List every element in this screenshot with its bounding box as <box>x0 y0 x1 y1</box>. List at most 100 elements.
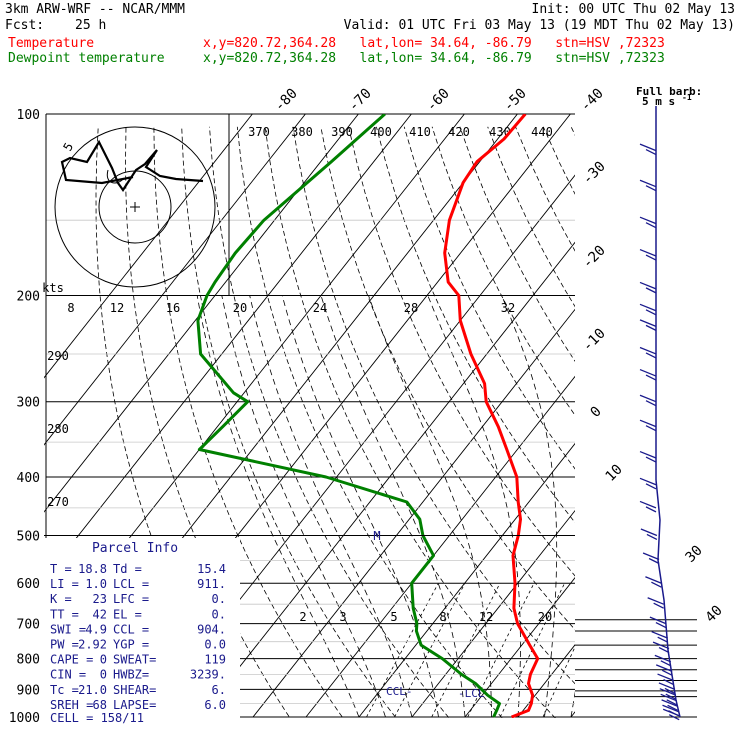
dry-adiabat-label: 440 <box>531 125 553 139</box>
isotherm-line <box>44 114 306 446</box>
parcel-key: EL = <box>113 607 142 621</box>
wind-barb <box>639 394 657 403</box>
parcel-value: 18.8 <box>78 562 107 576</box>
wind-speed-label: 8 <box>67 301 74 315</box>
mixing-ratio-label: 8 <box>439 610 446 624</box>
isotherm-label: 10 <box>603 462 626 485</box>
parcel-value: 15.4 <box>197 562 226 576</box>
parcel-value: 4.9 <box>85 622 107 636</box>
parcel-panel-bg <box>44 538 240 718</box>
wind-barb-flag <box>663 678 674 686</box>
dry-adiabat-line <box>515 126 575 252</box>
moist-adiabat-line <box>624 296 724 718</box>
wind-barb <box>639 143 657 152</box>
wind-barb-flag <box>653 602 664 609</box>
dry-adiabat-line <box>181 126 397 718</box>
parcel-value: 119 <box>204 653 226 667</box>
dry-adiabat-line <box>209 126 450 718</box>
wind-barb <box>639 450 657 459</box>
theta-label: 280 <box>47 422 69 436</box>
dry-adiabat-label: 380 <box>291 125 313 139</box>
wind-barb-flag <box>645 287 657 294</box>
parcel-key: LFC = <box>113 592 149 606</box>
dry-adiabat-line <box>431 126 575 416</box>
parcel-key: SWEAT= <box>113 653 156 667</box>
mixing-ratio-label: 3 <box>339 610 346 624</box>
dry-adiabat-line <box>376 126 575 524</box>
mixing-ratio-label: 2 <box>299 610 306 624</box>
wind-barb-flag <box>667 704 678 711</box>
parcel-key: SREH = <box>50 698 93 712</box>
isotherm-label: -70 <box>346 86 375 115</box>
dry-adiabat-line <box>682 127 740 730</box>
parcel-value: 21.0 <box>78 683 107 697</box>
wind-barb-flag <box>661 669 673 676</box>
moist-adiabat-lines <box>196 295 724 718</box>
pressure-label: 800 <box>17 653 40 668</box>
wind-barb <box>662 708 680 717</box>
wind-barb <box>639 319 657 327</box>
moist-adiabat-line <box>221 295 386 718</box>
wind-barb <box>639 500 657 509</box>
wind-speed-label: 20 <box>233 301 247 315</box>
wind-barb-flag <box>645 324 657 331</box>
wind-barb <box>639 216 657 225</box>
wind-speed-label: 24 <box>313 301 327 315</box>
mixing-ratio-labels: 2 3 5 8 12 20 <box>299 610 552 624</box>
parcel-value: 0. <box>212 592 226 606</box>
wind-barb-flag <box>645 352 657 359</box>
isotherm-line <box>517 644 575 718</box>
parcel-key: PW = <box>50 638 79 652</box>
parcel-value: 6.0 <box>204 698 226 712</box>
wind-barb-flag <box>657 636 668 643</box>
dry-adiabat-line <box>459 126 575 362</box>
dry-adiabat-line <box>292 126 575 685</box>
annotation-m: M <box>373 529 380 543</box>
wind-barb-flag <box>645 254 657 261</box>
wind-barb <box>645 576 662 584</box>
annotation-lcl: -LCL <box>458 687 485 700</box>
parcel-key: LI = <box>50 577 79 591</box>
wind-barb <box>639 346 657 355</box>
pressure-label: 400 <box>17 471 40 486</box>
moist-adiabat-line <box>320 295 466 718</box>
parcel-value: 23 <box>93 592 107 606</box>
wind-barb-flag <box>664 687 676 694</box>
hodograph-trace <box>60 139 204 192</box>
isotherm-label: 30 <box>683 543 706 566</box>
wind-barb-flag <box>666 699 677 706</box>
parcel-key: SWI = <box>50 622 86 636</box>
moist-adiabat-line <box>196 295 360 718</box>
theta-label: 270 <box>47 495 69 509</box>
temperature-legend: Temperature <box>8 36 95 51</box>
wind-barb <box>639 303 657 312</box>
wind-barb <box>655 664 673 672</box>
wind-barb-flag <box>645 456 657 463</box>
parcel-value: 911. <box>197 577 226 591</box>
barb-legend-title: Full barb: <box>636 85 702 98</box>
wind-barb <box>639 281 657 290</box>
wind-barb <box>661 699 678 707</box>
isotherm-label: -80 <box>272 86 301 115</box>
parcel-value: 42 <box>93 607 107 621</box>
isotherm-label: -40 <box>578 86 607 115</box>
isotherm-line <box>44 114 359 513</box>
parcel-key: CCL = <box>113 622 149 636</box>
wind-barb-flag <box>645 374 657 381</box>
wind-speed-label: 32 <box>501 301 515 315</box>
wind-barb <box>647 597 664 605</box>
wind-barb-flag <box>645 425 657 432</box>
wind-barb <box>652 641 670 650</box>
dry-adiabat-line <box>153 126 344 718</box>
forecast-label: Fcst: <box>5 18 45 33</box>
chart-annotations: M CCL- -LCL <box>373 529 484 700</box>
model-title: 3km ARW-WRF -- NCAR/MMM <box>5 2 186 17</box>
parcel-value: 1.0 <box>85 577 107 591</box>
hodograph-ring-label: 5 <box>60 140 76 153</box>
pressure-label: 300 <box>17 396 40 411</box>
wind-barb <box>659 688 677 696</box>
isotherm-label: -20 <box>580 243 609 272</box>
wind-barb <box>657 673 674 682</box>
wind-barb-flag <box>660 660 672 667</box>
